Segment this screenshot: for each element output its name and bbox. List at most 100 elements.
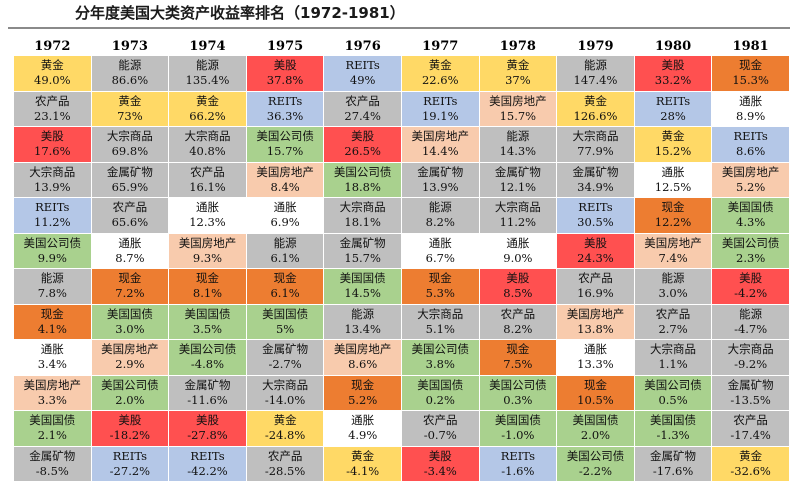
asset-name: 黄金 bbox=[40, 58, 64, 73]
asset-return: 0.2% bbox=[425, 392, 455, 407]
asset-cell: 美国国债 4.3% bbox=[711, 197, 790, 234]
year-header: 1973 bbox=[111, 39, 148, 54]
asset-return: 12.3% bbox=[189, 215, 226, 230]
asset-cell: 大宗商品 18.1% bbox=[323, 197, 402, 234]
asset-cell: 现金 7.2% bbox=[90, 268, 170, 305]
asset-return: -4.7% bbox=[734, 321, 768, 336]
asset-return: -3.4% bbox=[423, 463, 457, 478]
asset-cell: 现金 7.5% bbox=[478, 339, 558, 376]
asset-cell: 美国公司债 15.7% bbox=[245, 126, 325, 163]
asset-return: 8.7% bbox=[115, 250, 145, 265]
asset-cell: 美股 26.5% bbox=[323, 126, 402, 163]
asset-name: 大宗商品 bbox=[494, 200, 541, 215]
asset-return: -2.2% bbox=[578, 463, 612, 478]
asset-name: 农产品 bbox=[500, 306, 536, 321]
asset-return: 18.8% bbox=[344, 179, 381, 194]
asset-name: 农产品 bbox=[35, 93, 70, 108]
asset-cell: 通胀 12.3% bbox=[168, 197, 247, 234]
asset-cell: 通胀 6.7% bbox=[400, 232, 480, 269]
asset-name: 通胀 bbox=[351, 413, 375, 428]
asset-return: 2.0% bbox=[115, 392, 145, 407]
asset-name: 美国公司债 bbox=[333, 164, 392, 179]
asset-cell: 能源 8.2% bbox=[400, 197, 480, 234]
asset-return: 12.1% bbox=[499, 179, 537, 194]
asset-name: 美国国债 bbox=[417, 377, 464, 392]
asset-cell: 现金 5.3% bbox=[400, 268, 480, 305]
asset-return: 65.9% bbox=[111, 179, 149, 194]
asset-cell: 美国公司债 3.8% bbox=[400, 339, 480, 376]
asset-cell: 现金 10.5% bbox=[556, 374, 635, 411]
asset-name: 通胀 bbox=[428, 235, 452, 250]
asset-return: 34.9% bbox=[577, 179, 614, 194]
asset-cell: REITs 8.6% bbox=[711, 126, 790, 163]
asset-return: 15.7% bbox=[344, 250, 381, 265]
asset-return: 2.7% bbox=[658, 321, 688, 336]
asset-name: 美国公司债 bbox=[256, 129, 314, 144]
asset-name: 黄金 bbox=[428, 58, 452, 73]
asset-return: 5.2% bbox=[348, 392, 378, 407]
asset-return: -4.2% bbox=[734, 286, 768, 301]
asset-name: 农产品 bbox=[190, 164, 225, 179]
asset-return: 7.2% bbox=[115, 286, 145, 301]
asset-cell: 能源 7.8% bbox=[13, 268, 92, 305]
asset-cell: 大宗商品 13.9% bbox=[13, 161, 92, 198]
rank-row: 美国公司债 9.9% 通胀 8.7% 美国房地产 9.3% 能源 6.1% 金属矿物 15.7% 通… bbox=[13, 232, 790, 269]
asset-cell: 黄金 -4.1% bbox=[323, 445, 402, 482]
asset-name: 美国国债 bbox=[106, 306, 153, 321]
asset-return: 13.9% bbox=[421, 179, 459, 194]
asset-name: 金属矿物 bbox=[417, 164, 464, 179]
asset-return: 0.5% bbox=[658, 392, 688, 407]
asset-name: 美国房地产 bbox=[489, 93, 547, 108]
asset-name: 美股 bbox=[273, 58, 297, 73]
asset-return: 6.9% bbox=[270, 215, 300, 230]
asset-return: 6.7% bbox=[425, 250, 455, 265]
asset-name: 金属矿物 bbox=[184, 377, 231, 392]
asset-return: 49.0% bbox=[34, 73, 71, 88]
asset-cell: 金属矿物 -17.6% bbox=[633, 445, 713, 482]
asset-name: 黄金 bbox=[506, 58, 530, 73]
asset-cell: 美国公司债 9.9% bbox=[13, 232, 92, 269]
asset-name: REITs bbox=[190, 448, 225, 463]
asset-cell: 美国房地产 7.4% bbox=[633, 232, 713, 269]
asset-cell: 金属矿物 13.9% bbox=[400, 161, 480, 198]
asset-name: 美国国债 bbox=[727, 200, 774, 215]
asset-cell: 通胀 6.9% bbox=[245, 197, 325, 234]
asset-name: 现金 bbox=[739, 58, 763, 73]
asset-cell: 现金 5.2% bbox=[323, 374, 402, 411]
asset-name: 美国国债 bbox=[572, 413, 619, 428]
asset-name: 现金 bbox=[661, 200, 685, 215]
asset-cell: 美股 37.8% bbox=[245, 55, 325, 92]
asset-name: 黄金 bbox=[351, 448, 375, 463]
asset-return: 37% bbox=[505, 73, 531, 88]
asset-name: REITs bbox=[112, 448, 148, 463]
asset-cell: 大宗商品 77.9% bbox=[556, 126, 635, 163]
rank-row: 能源 7.8% 现金 7.2% 现金 8.1% 现金 6.1% 美国国债 14.5% 现金 5.3% 美… bbox=[13, 268, 790, 305]
asset-return: 14.3% bbox=[499, 144, 537, 159]
year-header: 1979 bbox=[577, 39, 614, 54]
asset-name: REITs bbox=[500, 448, 536, 463]
asset-cell: 美股 8.5% bbox=[478, 268, 558, 305]
asset-cell: 农产品 -28.5% bbox=[245, 445, 325, 482]
asset-return: 36.3% bbox=[266, 108, 304, 123]
asset-name: 大宗商品 bbox=[727, 342, 774, 357]
asset-name: 美国国债 bbox=[262, 306, 309, 321]
asset-return: 9.9% bbox=[37, 250, 67, 265]
asset-cell: 能源 147.4% bbox=[556, 55, 635, 92]
asset-name: 现金 bbox=[273, 271, 297, 286]
asset-name: 农产品 bbox=[345, 93, 380, 108]
asset-name: 通胀 bbox=[273, 200, 297, 215]
asset-name: 美股 bbox=[661, 58, 685, 73]
asset-cell: 美股 -4.2% bbox=[711, 268, 790, 305]
asset-return: 3.3% bbox=[37, 392, 67, 407]
asset-name: 大宗商品 bbox=[650, 342, 697, 357]
asset-cell: 美国房地产 2.9% bbox=[90, 339, 170, 376]
asset-name: REITs bbox=[578, 200, 613, 215]
asset-return: 66.2% bbox=[189, 108, 226, 123]
asset-cell: 美国国债 2.0% bbox=[556, 410, 635, 447]
asset-name: REITs bbox=[423, 93, 458, 108]
asset-cell: 大宗商品 11.2% bbox=[478, 197, 558, 234]
asset-return: 11.2% bbox=[499, 215, 537, 230]
ranking-body: 黄金 49.0% 能源 86.6% 能源 135.4% 美股 37.8% REITs 49% 黄金 2… bbox=[13, 55, 790, 482]
asset-name: REITs bbox=[733, 129, 768, 144]
asset-name: 美国公司债 bbox=[23, 235, 82, 250]
